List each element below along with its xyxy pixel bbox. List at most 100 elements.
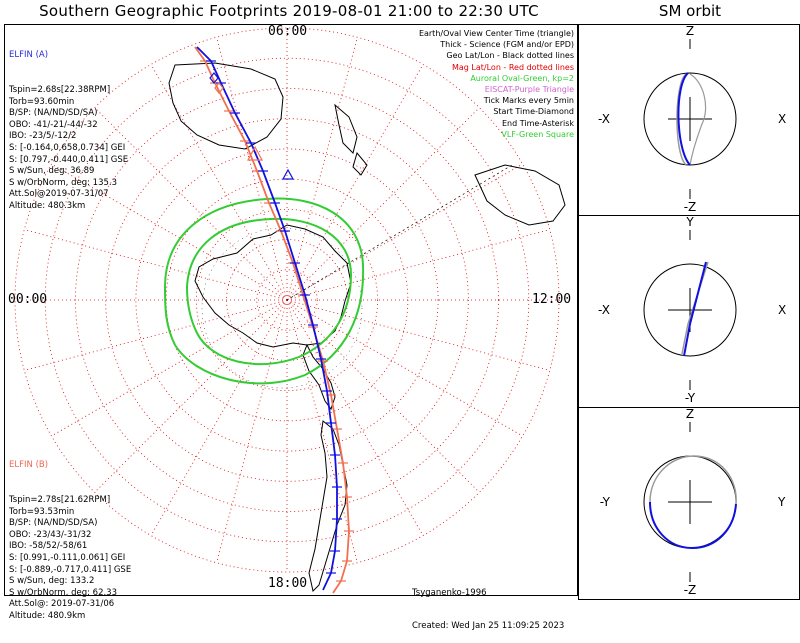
legend: Earth/Oval View Center Time (triangle) Th… [419, 28, 574, 140]
elfin-b-header: ELFIN (B) [9, 460, 49, 471]
elfin-b-start-diamond [214, 82, 224, 94]
mag-lat-circle [195, 208, 379, 392]
mlt-label-right: 12:00 [532, 292, 572, 307]
elfin-b-info-line: Torb=93.53min [9, 506, 75, 517]
legend-entry: Start Time-Diamond [493, 107, 574, 117]
elfin-a-info-line: S: [0.797,-0.440,0.411] GSE [9, 154, 129, 165]
elfin-b-info-line: IBO: -58/52/-58/61 [9, 541, 88, 552]
footprint-plot-frame [4, 24, 578, 596]
elfin-b-info-line: Att.Sol@: 2019-07-31/06 [9, 599, 115, 610]
elfin-a-view-triangle [281, 168, 295, 180]
elfin-a-info-line: Altitude: 480.3km [9, 200, 86, 211]
elfin-a-info-line: S w/Sun, deg: 36.89 [9, 166, 95, 177]
sm-orbit-title: SM orbit [658, 2, 722, 20]
elfin-a-info-line: Att.Sol@2019-07-31/07 [9, 189, 109, 200]
elfin-b-info-line: OBO: -23/43/-31/32 [9, 529, 92, 540]
sm-orbit-plots: Z -Z -X X Y -Y -X X Z -Z -Y Y [598, 24, 786, 597]
elfin-b-info-line: Tspin=2.78s[21.62RPM] [9, 494, 111, 505]
elfin-b-sm-orbit [689, 73, 707, 166]
sm-axis-label: Z [686, 407, 694, 421]
elfin-a-info-line: OBO: -41/-21/-44/-32 [9, 119, 98, 130]
sm-axis-label: -Y [685, 391, 696, 405]
mlt-label-bottom: 18:00 [268, 576, 308, 591]
mag-lon-line [286, 37, 358, 301]
coastline [352, 151, 368, 176]
mag-lat-circle [44, 57, 530, 543]
footer: Tsyganenko-1996 Created: Wed Jan 25 11:0… [412, 566, 564, 643]
coastline [334, 103, 358, 154]
mag-lon-line [24, 229, 288, 301]
elfin-b-info: ELFIN (B) Tspin=2.78s[21.62RPM] Torb=93.5… [9, 437, 131, 634]
elfin-a-sm-orbit [677, 72, 691, 166]
elfin-a-header: ELFIN (A) [9, 50, 49, 61]
created-label: Created: Wed Jan 25 11:09:25 2023 [412, 621, 565, 631]
mag-lon-line [94, 107, 288, 301]
coastline [308, 420, 348, 592]
elfin-a-track [196, 46, 338, 591]
mag-lon-line [286, 299, 480, 493]
geo-lat-circle [201, 227, 363, 389]
plot-title: Southern Geographic Footprints 2019-08-0… [39, 2, 539, 20]
elfin-b-info-line: B/SP: (NA/ND/SD/SA) [9, 518, 98, 529]
elfin-b-info-line: S w/OrbNorm, deg: 62.33 [9, 587, 118, 598]
elfin-a-info-line: IBO: -23/5/-12/2 [9, 131, 77, 142]
mag-lon-line [150, 299, 288, 536]
coastline [194, 224, 352, 348]
auroral-oval-outer [163, 197, 365, 385]
auroral-oval-inner [185, 217, 353, 366]
mag-lon-line [286, 107, 480, 301]
mag-lon-line [286, 299, 550, 371]
sm-axis-label: -X [598, 303, 610, 317]
sm-axis-label: -Y [600, 495, 611, 509]
mag-lat-circle [75, 88, 499, 512]
elfin-b-sm-orbit [676, 73, 687, 166]
legend-entry: Mag Lat/Lon - Red dotted lines [451, 62, 574, 72]
mag-lon-line [286, 229, 550, 301]
elfin-a-info: ELFIN (A) Tspin=2.68s[22.38RPM] Torb=93.6… [9, 27, 128, 224]
mag-lon-line [286, 299, 358, 563]
elfin-b-info-line: S w/Sun, deg: 133.2 [9, 576, 95, 587]
elfin-b-track [194, 46, 350, 594]
sm-axis-label: Z [686, 24, 694, 38]
mag-lon-line [24, 299, 288, 371]
legend-entry: Thick - Science (FGM and/or EPD) [440, 40, 574, 50]
mag-lon-line [94, 299, 288, 493]
legend-entry: EISCAT-Purple Triangle [484, 85, 574, 95]
mag-lat-circle [256, 269, 318, 331]
mag-lat-circle [14, 27, 560, 573]
elfin-b-info-line: S: [0.991,-0.111,0.061] GEI [9, 552, 126, 563]
model-label: Tsyganenko-1996 [412, 588, 487, 598]
sm-axis-label: -X [598, 112, 610, 126]
elfin-a-info-line: B/SP: (NA/ND/SD/SA) [9, 108, 98, 119]
coastline [474, 164, 566, 226]
mag-lat-circle [105, 118, 469, 482]
mag-lon-line [286, 299, 523, 437]
geo-lon-line [286, 164, 513, 301]
sm-axis-label: Y [777, 495, 786, 509]
elfin-b-view-triangle [246, 145, 264, 161]
polar-footprint-plot [14, 27, 566, 594]
sm-axis-label: -Z [684, 583, 697, 597]
mag-lon-line [216, 299, 288, 563]
elfin-b-info-line: S: [-0.889,-0.717,0.411] GSE [9, 564, 132, 575]
elfin-b-info-line: Altitude: 480.9km [9, 610, 86, 621]
elfin-a-info-line: S w/OrbNorm, deg: 135.3 [9, 177, 118, 188]
legend-entry: Auroral Oval-Green, kp=2 [470, 73, 574, 83]
legend-entry: Earth/Oval View Center Time (triangle) [418, 29, 574, 38]
elfin-a-start-diamond [209, 72, 219, 84]
legend-entry: Geo Lat/Lon - Black dotted lines [446, 51, 574, 61]
sm-axis-label: Y [685, 215, 694, 229]
elfin-a-info-line: Torb=93.60min [9, 96, 75, 107]
mlt-label-left: 00:00 [8, 292, 48, 307]
mag-lon-line [286, 299, 424, 536]
sm-axis-label: X [778, 303, 786, 317]
elfin-a-info-line: S: [-0.164,0.658,0.734] GEI [9, 142, 126, 153]
sm-axis-label: -Z [684, 200, 697, 214]
earth-circle [643, 263, 737, 357]
sm-axis-label: X [778, 112, 786, 126]
mag-lon-line [216, 37, 288, 301]
mag-lon-line [286, 64, 424, 301]
legend-entry: End Time-Asterisk [501, 118, 574, 128]
elfin-a-info-line: Tspin=2.68s[22.38RPM] [9, 84, 111, 95]
mag-lon-line [51, 299, 288, 437]
